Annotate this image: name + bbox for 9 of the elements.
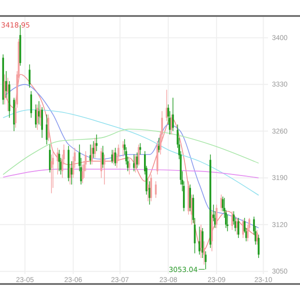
candlestick: [139, 142, 142, 155]
candlestick: [226, 214, 228, 232]
candlestick: [122, 140, 124, 157]
candlestick: [150, 174, 152, 202]
candlestick: [48, 144, 51, 173]
candlestick: [172, 97, 174, 132]
candlestick: [28, 64, 31, 88]
candlestick: [147, 178, 149, 202]
line-series: [2, 128, 260, 175]
